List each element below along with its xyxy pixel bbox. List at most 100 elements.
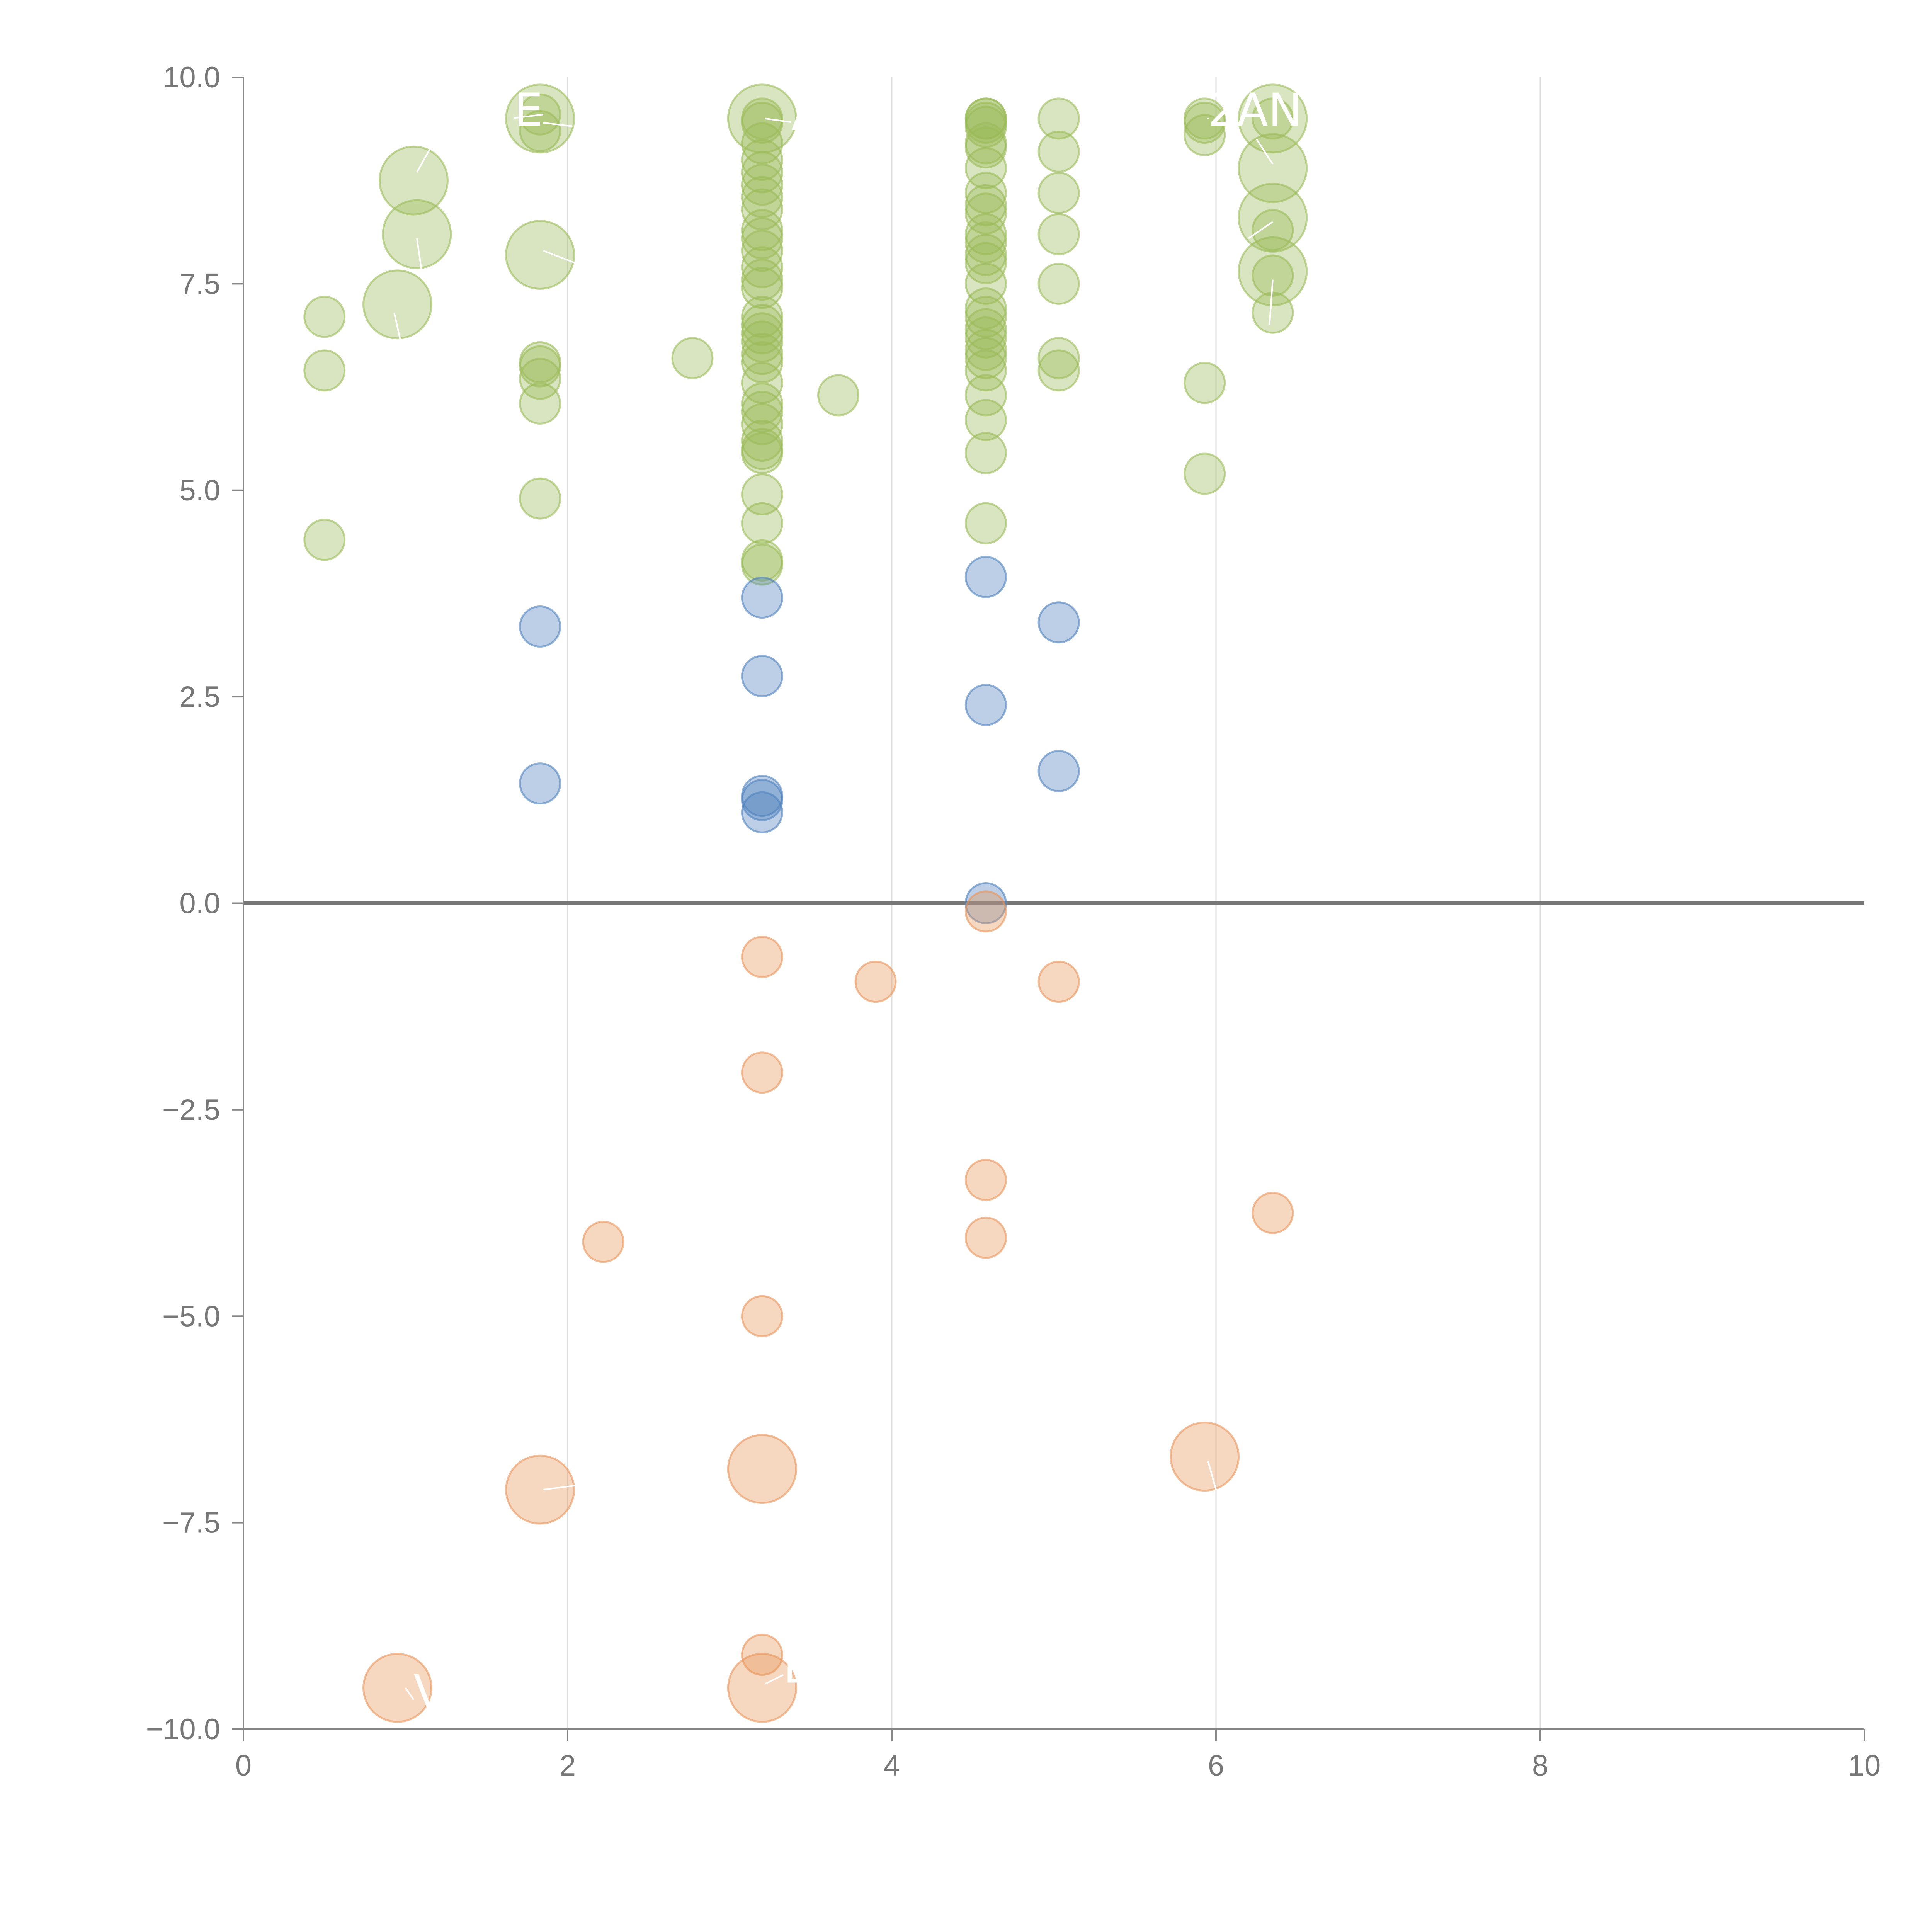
data-point-orange <box>727 1653 797 1723</box>
data-point-green <box>379 145 449 216</box>
data-point-orange <box>1252 1192 1294 1234</box>
data-point-green <box>1037 337 1080 379</box>
leader-line <box>1207 1460 1217 1490</box>
data-point-green <box>382 199 452 269</box>
data-point-green <box>1238 182 1308 253</box>
x-tick-label: 4 <box>884 1749 900 1782</box>
annotation-label: E <box>783 1640 812 1694</box>
data-point-green <box>1184 452 1226 495</box>
data-point-orange <box>582 1221 624 1263</box>
y-tick-label: 2.5 <box>179 680 220 713</box>
annotation-leader-line <box>1061 308 1071 325</box>
data-point-green <box>505 220 575 290</box>
data-point-blue <box>741 779 783 821</box>
y-tick-label: −2.5 <box>162 1094 220 1126</box>
annotation-label: 2AN <box>1208 83 1302 137</box>
data-point-green <box>741 473 783 515</box>
annotation-leader-line <box>765 117 792 123</box>
data-point-green <box>964 374 1007 417</box>
data-point-orange <box>854 961 897 1003</box>
data-point-green <box>1238 236 1308 306</box>
data-point-green <box>741 163 783 206</box>
data-point-orange <box>1037 961 1080 1003</box>
data-point-orange <box>964 890 1007 933</box>
data-point-green <box>519 110 561 152</box>
data-point-green <box>964 147 1007 189</box>
y-tick-label: 10.0 <box>163 61 220 94</box>
data-point-green <box>1252 291 1294 334</box>
data-point-green <box>1184 114 1226 156</box>
data-point-green <box>1238 83 1308 154</box>
data-point-green <box>1037 97 1080 140</box>
data-point-orange <box>964 1216 1007 1259</box>
data-point-green <box>519 357 561 400</box>
data-point-green <box>741 267 783 309</box>
data-point-orange <box>362 1653 432 1723</box>
x-tick-label: 2 <box>560 1749 576 1782</box>
data-point-green <box>741 139 783 181</box>
data-point-orange <box>505 1454 575 1525</box>
data-point-green <box>1252 97 1294 140</box>
data-point-green <box>964 262 1007 305</box>
annotation-leader-line <box>405 1687 415 1700</box>
data-point-green <box>964 337 1007 379</box>
data-point-green <box>1037 213 1080 255</box>
axes: 0 2 4 6 8 10 10.0 7.5 5.0 2.5 0.0 −2.5 −5.0 −7.5 −10.0 <box>146 61 1881 1782</box>
data-point-green <box>741 122 783 165</box>
data-point-green <box>1037 130 1080 173</box>
data-point-green <box>519 477 561 520</box>
data-point-green <box>964 502 1007 544</box>
data-point-green <box>741 391 783 433</box>
leader-line <box>1256 139 1274 165</box>
y-tick-label: 0.0 <box>179 887 220 920</box>
data-point-green <box>362 269 432 340</box>
data-point-green <box>1037 349 1080 392</box>
y-tick-label: 5.0 <box>179 474 220 507</box>
data-point-green <box>303 519 346 561</box>
data-point-orange <box>741 1295 783 1337</box>
data-point-blue <box>519 762 561 805</box>
data-point-green <box>964 349 1007 392</box>
annotation-leader-line <box>543 122 573 127</box>
leader-lines <box>393 114 1274 1700</box>
data-point-blue <box>1037 750 1080 792</box>
annotation-label: C <box>1070 290 1102 343</box>
data-point-green <box>964 399 1007 441</box>
data-point-green <box>1252 209 1294 251</box>
data-point-orange <box>741 935 783 978</box>
data-point-blue <box>741 577 783 619</box>
data-point-orange <box>727 1434 797 1504</box>
data-point-green <box>1252 254 1294 297</box>
data-point-green <box>741 432 783 474</box>
data-point-green <box>741 502 783 544</box>
data-point-green <box>1238 133 1308 203</box>
data-point-green <box>741 230 783 272</box>
leader-line <box>543 1485 576 1491</box>
data-point-blue <box>964 684 1007 726</box>
data-point-green <box>741 217 783 260</box>
annotation-label: A <box>791 87 823 141</box>
y-tick-label: −5.0 <box>162 1300 220 1333</box>
x-tick-label: 8 <box>1532 1749 1548 1782</box>
leader-line <box>416 143 434 173</box>
data-point-orange <box>741 1051 783 1094</box>
y-tick-label: 7.5 <box>179 267 220 300</box>
data-point-green <box>964 432 1007 474</box>
y-tick-label: −10.0 <box>146 1713 220 1746</box>
data-point-green <box>1184 102 1226 144</box>
y-tick-label: −7.5 <box>162 1507 220 1539</box>
data-point-green <box>519 382 561 425</box>
data-point-blue <box>1037 601 1080 644</box>
data-point-green <box>741 176 783 218</box>
data-point-green <box>741 151 783 194</box>
data-point-green <box>817 374 860 417</box>
annotation-label: V <box>413 1665 445 1718</box>
data-point-green <box>671 337 714 379</box>
leader-line <box>393 312 401 342</box>
leader-line <box>543 250 576 264</box>
data-point-orange <box>1170 1422 1240 1492</box>
leader-line <box>416 238 423 272</box>
data-point-green <box>1037 262 1080 305</box>
